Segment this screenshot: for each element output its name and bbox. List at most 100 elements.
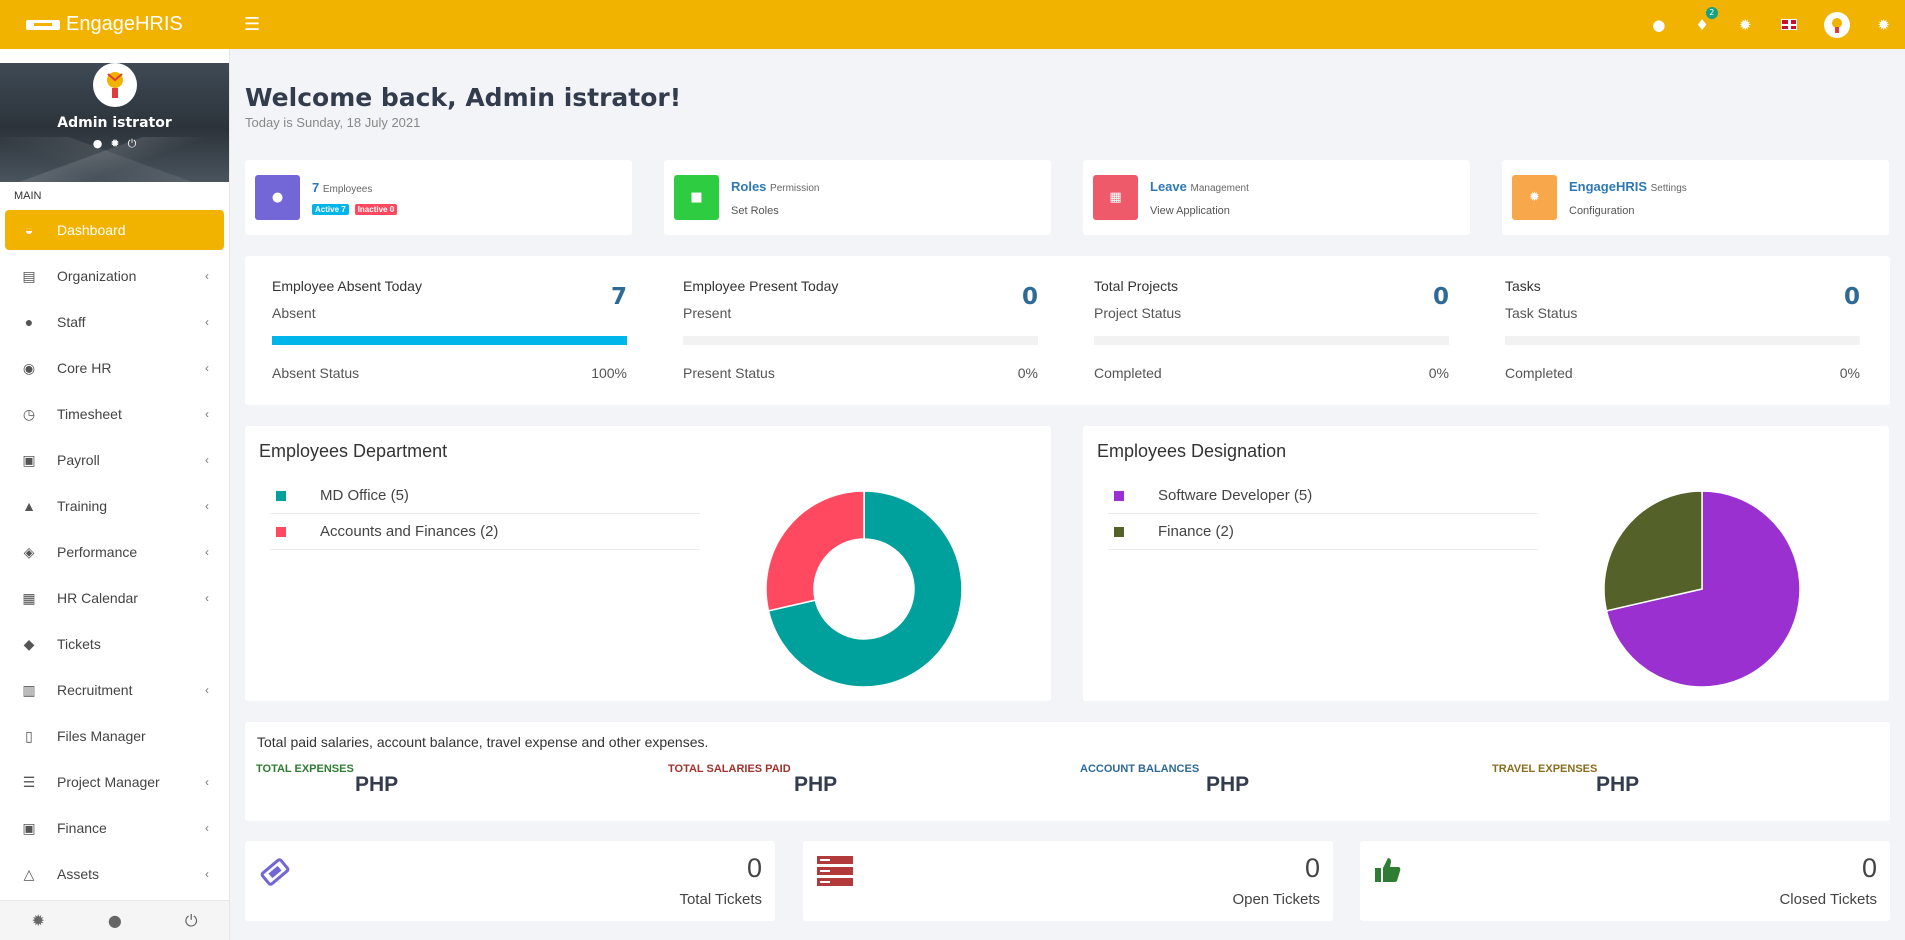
legend-item[interactable]: Accounts and Finances (2) [270, 514, 700, 550]
legend-item[interactable]: MD Office (5) [270, 478, 700, 514]
stat-subtitle: Present [683, 305, 732, 321]
sidebar-item-label: Core HR [57, 360, 112, 376]
settings-icon[interactable]: ✹ [1877, 15, 1890, 34]
panel-title: Employees Department [259, 441, 448, 461]
gear-icon[interactable]: ✹ [110, 137, 128, 150]
calendar-icon: ▦ [22, 589, 36, 606]
configuration-link[interactable]: Configuration [1569, 204, 1635, 217]
chevron-left-icon: ‹ [205, 315, 209, 329]
stat-tasks: Tasks Task Status 0 Completed 0% [1505, 278, 1860, 388]
leave-title[interactable]: Leave [1150, 178, 1187, 194]
sidebar-item-staff[interactable]: ● Staff ‹ [0, 299, 229, 345]
legend-item[interactable]: Finance (2) [1108, 514, 1538, 550]
current-date: Today is Sunday, 18 July 2021 [245, 115, 421, 130]
sidebar-item-organization[interactable]: ▤ Organization ‹ [0, 253, 229, 299]
active-badge: Active 7 [312, 204, 349, 215]
total-salaries-paid: TOTAL SALARIES PAID PHP [668, 763, 838, 796]
brand-name: EngageHRIS [66, 13, 183, 35]
pie-slice-software-developer[interactable] [1605, 490, 1801, 688]
sidebar-item-label: Staff [57, 314, 86, 330]
gear-icon: ✹ [1512, 175, 1557, 220]
file-icon: ▯ [25, 727, 33, 744]
department-donut-chart [765, 490, 963, 688]
chat-icon[interactable]: ● [1652, 15, 1666, 34]
sidebar-item-payroll[interactable]: ▣ Payroll ‹ [0, 437, 229, 483]
profile-avatar[interactable] [92, 63, 137, 107]
sidebar: Admin istrator ●✹⏻ MAIN ◒ Dashboard ▤ Organ… [0, 49, 230, 940]
sidebar-item-label: Tickets [57, 636, 101, 652]
chevron-left-icon: ‹ [205, 361, 209, 375]
designation-legend: Software Developer (5) Finance (2) [1108, 478, 1538, 550]
graduation-cap-icon: ▲ [22, 498, 36, 514]
closed-tickets-count: 0 [1861, 853, 1877, 883]
user-panel: Admin istrator ●✹⏻ [0, 63, 229, 182]
pie-slice-finance[interactable] [1603, 490, 1703, 612]
notification-badge: 2 [1705, 6, 1718, 19]
stat-absent: Employee Absent Today Absent 7 Absent St… [272, 278, 627, 388]
user-icon: ● [255, 175, 300, 220]
settings-title[interactable]: EngageHRIS [1569, 178, 1648, 194]
sidebar-item-project-manager[interactable]: ☰ Project Manager ‹ [0, 759, 229, 805]
ticket-icon: ◆ [23, 635, 35, 652]
stat-subtitle: Task Status [1505, 305, 1578, 321]
lock-icon: ■ [674, 175, 719, 220]
profile-actions: ●✹⏻ [0, 137, 229, 151]
total-expenses: TOTAL EXPENSES PHP [256, 763, 399, 796]
settings-icon[interactable]: ✹ [31, 911, 45, 930]
sidebar-item-assets[interactable]: △ Assets ‹ [0, 851, 229, 897]
stat-foot-value: 0% [1428, 365, 1449, 381]
stat-subtitle: Project Status [1094, 305, 1182, 321]
stat-foot-label: Present Status [683, 365, 775, 381]
view-application-link[interactable]: View Application [1150, 204, 1230, 217]
closed-tickets-label: Closed Tickets [1779, 891, 1877, 908]
sidebar-item-hr-calendar[interactable]: ▦ HR Calendar ‹ [0, 575, 229, 621]
sidebar-item-tickets[interactable]: ◆ Tickets [0, 621, 229, 667]
employees-card[interactable]: ● 7 Employees Active 7 Inactive 0 [245, 160, 632, 235]
set-roles-link[interactable]: Set Roles [731, 204, 779, 217]
sidebar-item-dashboard[interactable]: ◒ Dashboard [5, 210, 224, 250]
profile-name: Admin istrator [57, 115, 172, 131]
sidebar-item-performance[interactable]: ◈ Performance ‹ [0, 529, 229, 575]
user-avatar[interactable] [1824, 11, 1851, 38]
roles-title[interactable]: Roles [731, 178, 767, 194]
progress-bar [1505, 336, 1860, 345]
closed-tickets-card[interactable]: 0 Closed Tickets [1360, 841, 1890, 921]
roles-card[interactable]: ■ Roles Permission Set Roles [664, 160, 1051, 235]
language-flag-icon[interactable] [1781, 19, 1798, 30]
clock-icon: ◷ [22, 405, 36, 422]
money-icon: ▣ [22, 451, 36, 468]
gear-icon[interactable]: ✹ [1738, 15, 1752, 34]
server-icon: ☰ [22, 773, 36, 790]
profile-icon[interactable]: ● [92, 137, 111, 150]
legend-item[interactable]: Software Developer (5) [1108, 478, 1538, 514]
account-balances: ACCOUNT BALANCES PHP [1080, 763, 1250, 796]
bell-icon[interactable]: ♦ 2 [1695, 6, 1718, 34]
open-tickets-card[interactable]: 0 Open Tickets [803, 841, 1333, 921]
power-icon[interactable]: ⏻ [127, 137, 145, 150]
chevron-left-icon: ‹ [205, 545, 209, 559]
sidebar-item-timesheet[interactable]: ◷ Timesheet ‹ [0, 391, 229, 437]
stat-value: 7 [610, 284, 627, 310]
power-icon[interactable]: ⏻ [184, 910, 198, 930]
menu-toggle-icon[interactable]: ☰ [244, 14, 261, 35]
sidebar-item-files-manager[interactable]: ▯ Files Manager [0, 713, 229, 759]
department-panel: Employees Department MD Office (5) Accou… [245, 426, 1051, 701]
employees-count[interactable]: 7 [312, 180, 320, 195]
chevron-left-icon: ‹ [205, 775, 209, 789]
pie-slice-accounts-and-finances[interactable] [765, 490, 865, 612]
pie-slice-md-office[interactable] [767, 490, 963, 688]
leave-card[interactable]: ▦ Leave Management View Application [1083, 160, 1470, 235]
user-icon[interactable]: ● [107, 911, 122, 930]
sidebar-item-label: HR Calendar [57, 590, 138, 606]
sidebar-item-recruitment[interactable]: ▥ Recruitment ‹ [0, 667, 229, 713]
sidebar-item-core-hr[interactable]: ◉ Core HR ‹ [0, 345, 229, 391]
designation-panel: Employees Designation Software Developer… [1083, 426, 1889, 701]
total-tickets-card[interactable]: 0 Total Tickets [245, 841, 775, 921]
sidebar-item-training[interactable]: ▲ Training ‹ [0, 483, 229, 529]
brand[interactable]: EngageHRIS [0, 0, 230, 49]
stat-title: Tasks [1505, 278, 1541, 294]
settings-card[interactable]: ✹ EngageHRIS Settings Configuration [1502, 160, 1889, 235]
stat-title: Employee Present Today [683, 278, 839, 294]
open-tickets-label: Open Tickets [1232, 891, 1320, 908]
sidebar-item-finance[interactable]: ▣ Finance ‹ [0, 805, 229, 851]
